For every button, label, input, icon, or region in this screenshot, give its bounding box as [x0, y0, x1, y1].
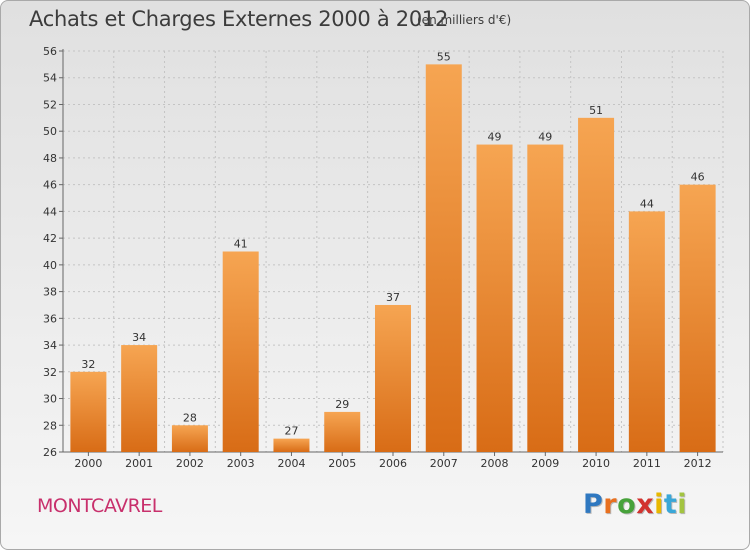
y-tick-label: 50: [43, 125, 57, 138]
chart-subtitle: (en milliers d'€): [417, 13, 512, 27]
data-labels-group: 32 34 28 41 27 29 37 55 49 49 51 44 46: [81, 50, 704, 437]
bar-2008: [476, 144, 513, 453]
proxiti-logo: Proxiti: [583, 489, 687, 520]
bar-2007: [425, 64, 462, 452]
y-tick-label: 44: [43, 205, 57, 218]
logo-letter: i: [677, 489, 688, 520]
logo-letter: x: [636, 489, 655, 520]
bar-2011: [628, 211, 665, 452]
logo-letter: P: [583, 489, 604, 520]
y-tick-label: 30: [43, 393, 57, 406]
y-tick-label: 26: [43, 446, 57, 459]
x-tick-label: 2005: [328, 457, 356, 470]
y-tick-label: 38: [43, 286, 57, 299]
data-label: 51: [589, 104, 603, 117]
data-label: 27: [284, 425, 298, 438]
x-tick-label: 2004: [277, 457, 305, 470]
data-label: 28: [183, 411, 197, 424]
x-tick-label: 2001: [125, 457, 153, 470]
y-tick-label: 36: [43, 312, 57, 325]
x-tick-label: 2000: [74, 457, 102, 470]
data-label: 49: [538, 131, 552, 144]
bar-2003: [222, 251, 259, 452]
chart-title: Achats et Charges Externes 2000 à 2012: [29, 7, 449, 31]
bar-2000: [70, 371, 107, 452]
y-tick-label: 48: [43, 152, 57, 165]
logo-letter: o: [617, 489, 637, 520]
bar-2002: [171, 425, 208, 452]
x-tick-label: 2002: [176, 457, 204, 470]
x-tick-label: 2008: [481, 457, 509, 470]
y-tick-label: 52: [43, 98, 57, 111]
y-tick-label: 56: [43, 45, 57, 58]
location-name: MONTCAVREL: [37, 495, 162, 517]
bar-2012: [679, 184, 716, 452]
data-label: 49: [488, 131, 502, 144]
logo-letter: r: [603, 489, 618, 520]
logo-letter: t: [663, 489, 678, 520]
x-tick-label: 2003: [227, 457, 255, 470]
x-tick-label: 2010: [582, 457, 610, 470]
y-tick-label: 42: [43, 232, 57, 245]
y-tick-label: 28: [43, 419, 57, 432]
data-label: 29: [335, 398, 349, 411]
y-tick-label: 34: [43, 339, 57, 352]
data-label: 55: [437, 50, 451, 63]
data-label: 34: [132, 331, 146, 344]
bar-2001: [121, 345, 158, 452]
y-tick-label: 46: [43, 179, 57, 192]
x-tick-label: 2006: [379, 457, 407, 470]
bar-2006: [375, 304, 411, 452]
x-tick-label: 2011: [633, 457, 661, 470]
bars-group: [70, 64, 716, 453]
bar-2005: [324, 411, 361, 452]
logo-letter: i: [654, 489, 664, 520]
y-tick-label: 40: [43, 259, 57, 272]
y-tick-label: 32: [43, 366, 57, 379]
data-label: 41: [234, 238, 248, 251]
y-axis: 26 28 30 32 34 36 38 40 42 44 46 48 50 52 54 56: [43, 45, 64, 459]
bar-2010: [578, 117, 615, 452]
x-tick-label: 2007: [430, 457, 458, 470]
x-tick-label: 2009: [531, 457, 559, 470]
data-label: 46: [691, 171, 705, 184]
x-tick-label: 2012: [684, 457, 712, 470]
data-label: 44: [640, 197, 654, 210]
bar-2004: [273, 438, 310, 452]
y-tick-label: 54: [43, 72, 57, 85]
bar-2009: [527, 144, 564, 453]
data-label: 32: [81, 358, 95, 371]
data-label: 37: [386, 291, 400, 304]
x-axis: 2000 2001 2002 2003 2004 2005 2006 2007 2008 2009…: [63, 451, 723, 470]
